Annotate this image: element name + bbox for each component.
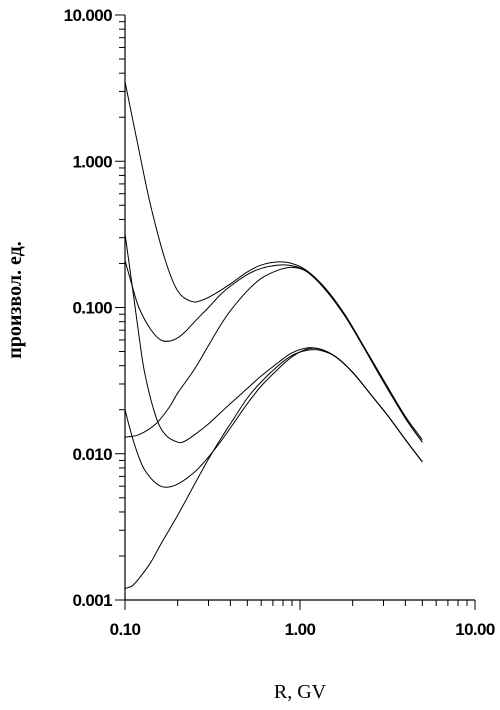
- y-tick-label: 0.001: [72, 591, 112, 610]
- x-axis-title: R, GV: [274, 681, 327, 703]
- curves: [124, 81, 423, 589]
- y-tick-label: 0.100: [72, 299, 112, 318]
- series-line-4: [124, 233, 423, 463]
- y-tick-label: 0.010: [72, 445, 112, 464]
- y-tick-label: 1.000: [72, 152, 112, 171]
- series-line-6: [124, 349, 423, 589]
- x-tick-label: 0.10: [110, 620, 141, 639]
- y-axis-title: произвол. ед.: [4, 241, 26, 359]
- series-line-1: [124, 81, 423, 440]
- axes: [124, 15, 475, 601]
- y-tick-label: 10.000: [64, 6, 113, 25]
- x-tick-label: 10.00: [455, 620, 495, 639]
- series-line-2: [124, 260, 423, 443]
- tick-labels: 0.001 0.010 0.100 1.000 10.000 0.10 1.00 10.00: [64, 6, 496, 639]
- series-line-5: [124, 347, 423, 488]
- ticks: [115, 14, 476, 610]
- x-tick-label: 1.00: [285, 620, 316, 639]
- series-line-3: [124, 266, 423, 443]
